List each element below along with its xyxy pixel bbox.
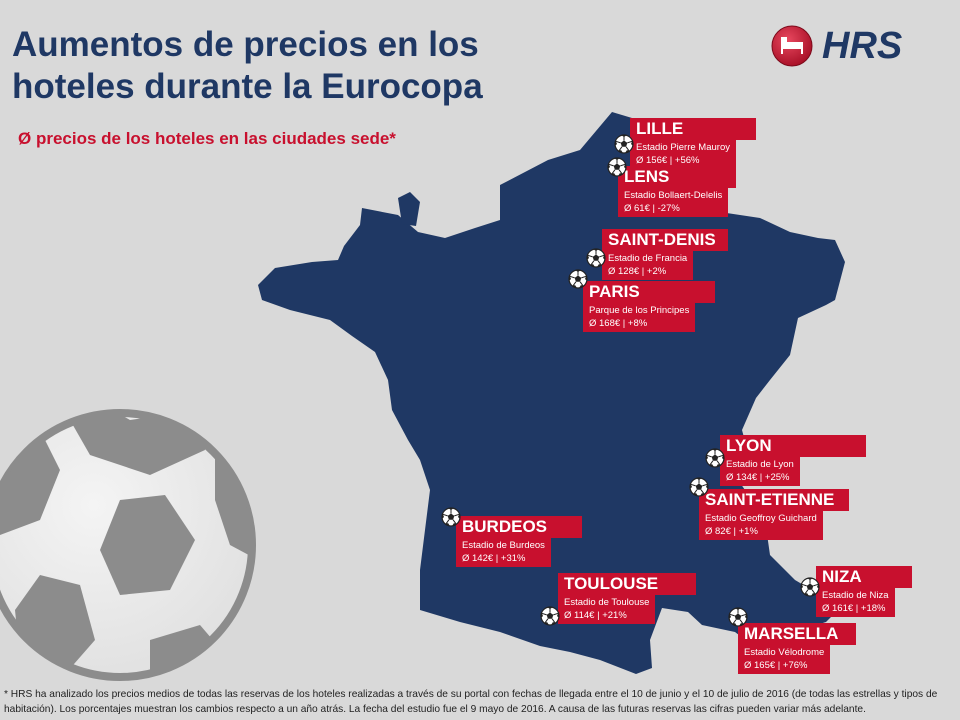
cotentin-peninsula — [398, 192, 420, 226]
city-label-burdeos: BURDEOS Estadio de Burdeos Ø 142€ | +31% — [456, 516, 582, 567]
price-stats: Ø 165€ | +76% — [744, 660, 808, 671]
stadium-name: Estadio de Toulouse — [564, 597, 650, 608]
city-name: SAINT-DENIS — [602, 229, 728, 251]
price-stats: Ø 128€ | +2% — [608, 266, 667, 277]
city-label-saint-etienne: SAINT-ETIENNE Estadio Geoffroy Guichard Ø… — [699, 489, 849, 540]
soccer-ball-icon — [607, 157, 627, 177]
price-stats: Ø 134€ | +25% — [726, 472, 790, 483]
city-name: PARIS — [583, 281, 715, 303]
stadium-name: Estadio de Francia — [608, 253, 688, 264]
city-name: BURDEOS — [456, 516, 582, 538]
soccer-ball-icon — [689, 477, 709, 497]
city-label-niza: NIZA Estadio de Niza Ø 161€ | +18% — [816, 566, 912, 617]
stadium-name: Estadio Pierre Mauroy — [636, 142, 730, 153]
page-title: Aumentos de precios en los hoteles duran… — [12, 25, 483, 106]
stadium-name: Estadio Geoffroy Guichard — [705, 513, 817, 524]
city-name: TOULOUSE — [558, 573, 696, 595]
page-subtitle: Ø precios de los hoteles en las ciudades… — [18, 129, 396, 148]
stadium-name: Estadio Vélodrome — [744, 647, 825, 658]
soccer-ball-icon — [728, 607, 748, 627]
price-stats: Ø 114€ | +21% — [564, 610, 627, 621]
city-name: LENS — [618, 166, 736, 188]
soccer-ball-icon — [705, 448, 725, 468]
soccer-ball-icon — [586, 248, 606, 268]
city-label-lyon: LYON Estadio de Lyon Ø 134€ | +25% — [720, 435, 866, 486]
city-name: LYON — [720, 435, 866, 457]
stadium-name: Estadio de Lyon — [726, 459, 794, 470]
price-stats: Ø 61€ | -27% — [624, 203, 680, 214]
hrs-logo: HRS — [770, 24, 930, 68]
soccer-ball-icon — [441, 507, 461, 527]
price-stats: Ø 156€ | +56% — [636, 155, 700, 166]
city-label-toulouse: TOULOUSE Estadio de Toulouse Ø 114€ | +21… — [558, 573, 696, 624]
logo-text: HRS — [822, 25, 903, 67]
price-stats: Ø 142€ | +31% — [462, 553, 526, 564]
city-name: LILLE — [630, 118, 756, 140]
stadium-name: Estadio de Burdeos — [462, 540, 545, 551]
france-mainland — [258, 112, 845, 674]
stadium-name: Estadio Bollaert-Delelis — [624, 190, 723, 201]
price-stats: Ø 161€ | +18% — [822, 603, 886, 614]
bed-icon — [771, 25, 813, 67]
city-label-lille: LILLE Estadio Pierre Mauroy Ø 156€ | +56% — [630, 118, 756, 169]
soccer-ball-icon — [540, 606, 560, 626]
city-name: SAINT-ETIENNE — [699, 489, 849, 511]
footnote: * HRS ha analizado los precios medios de… — [4, 689, 938, 715]
soccer-ball-icon — [800, 577, 820, 597]
city-label-saint-denis: SAINT-DENIS Estadio de Francia Ø 128€ | +… — [602, 229, 728, 280]
soccer-ball-icon — [568, 269, 588, 289]
stadium-name: Estadio de Niza — [822, 590, 889, 601]
city-label-marsella: MARSELLA Estadio Vélodrome Ø 165€ | +76% — [738, 623, 856, 674]
city-name: MARSELLA — [738, 623, 856, 645]
stadium-name: Parque de los Principes — [589, 305, 690, 316]
price-stats: Ø 82€ | +1% — [705, 526, 758, 537]
soccer-ball-icon — [614, 134, 634, 154]
city-label-paris: PARIS Parque de los Principes Ø 168€ | +8… — [583, 281, 715, 332]
city-label-lens: LENS Estadio Bollaert-Delelis Ø 61€ | -27… — [618, 166, 736, 217]
price-stats: Ø 168€ | +8% — [589, 318, 648, 329]
city-name: NIZA — [816, 566, 912, 588]
